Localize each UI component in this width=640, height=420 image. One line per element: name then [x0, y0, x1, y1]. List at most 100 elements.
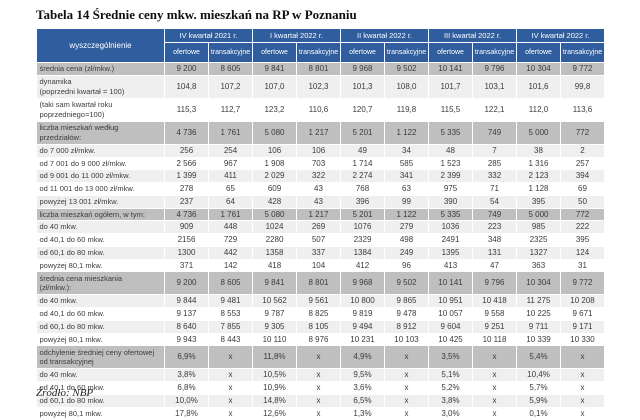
value-cell: 3,0%	[428, 407, 473, 420]
value-cell: 104,8	[164, 75, 209, 99]
value-cell: x	[296, 345, 341, 370]
value-cell: 31	[560, 259, 605, 273]
value-cell: 8 976	[296, 333, 341, 347]
value-cell: 2 123	[516, 169, 561, 183]
value-cell: x	[472, 407, 517, 420]
subheader-transakcyjne: transakcyjne	[384, 42, 429, 63]
value-cell: 10 141	[428, 62, 473, 76]
value-cell: 10 141	[428, 271, 473, 296]
value-cell: 65	[208, 182, 253, 196]
value-cell: x	[384, 368, 429, 382]
value-cell: 3,6%	[340, 381, 385, 395]
value-cell: 71	[472, 182, 517, 196]
value-cell: 6,5%	[340, 394, 385, 408]
table-row: średnia cena (zł/mkw.) 9 200 8 605 9 841 8 8…	[36, 62, 605, 76]
value-cell: 1300	[164, 246, 209, 260]
value-cell: x	[384, 407, 429, 420]
value-cell: 768	[340, 182, 385, 196]
value-cell: 1 122	[384, 121, 429, 145]
row-label: do 7 000 zł/mkw.	[36, 144, 165, 158]
value-cell: 442	[208, 246, 253, 260]
value-cell: 8 443	[208, 333, 253, 347]
value-cell: x	[384, 381, 429, 395]
value-cell: 9 865	[384, 294, 429, 308]
value-cell: 1 761	[208, 208, 253, 222]
value-cell: 54	[472, 195, 517, 209]
value-cell: 10 562	[252, 294, 297, 308]
value-cell: 2 274	[340, 169, 385, 183]
row-label: od 7 001 do 9 000 zł/mkw.	[36, 157, 165, 171]
value-cell: 1 399	[164, 169, 209, 183]
value-cell: 4 736	[164, 121, 209, 145]
table-row: od 60,1 do 80 mkw. 8 640 7 855 9 305 8 105 9 …	[36, 320, 605, 334]
table-row: do 40 mkw. 9 844 9 481 10 562 9 561 10 800 9 8…	[36, 294, 605, 308]
value-cell: 5 335	[428, 208, 473, 222]
value-cell: 285	[472, 157, 517, 171]
value-cell: 9 943	[164, 333, 209, 347]
value-cell: 9 494	[340, 320, 385, 334]
value-cell: 48	[428, 144, 473, 158]
row-label: odchylenie średniej ceny ofertowej od tr…	[36, 345, 165, 370]
row-label: do 40 mkw.	[36, 220, 165, 234]
value-cell: 112,0	[516, 98, 561, 122]
table-row: liczba mieszkań według przedziałów: 4 736…	[36, 121, 605, 145]
subheader-transakcyjne: transakcyjne	[472, 42, 517, 63]
row-label: powyżej 80,1 mkw.	[36, 259, 165, 273]
value-cell: 5,4%	[516, 345, 561, 370]
subheader-ofertowe: ofertowe	[340, 42, 385, 63]
value-cell: 418	[252, 259, 297, 273]
value-cell: 9 671	[560, 307, 605, 321]
row-label: od 9 001 do 11 000 zł/mkw.	[36, 169, 165, 183]
value-cell: x	[296, 381, 341, 395]
value-cell: 11 275	[516, 294, 561, 308]
value-cell: 5 080	[252, 121, 297, 145]
value-cell: 341	[384, 169, 429, 183]
value-cell: 108,0	[384, 75, 429, 99]
row-label: do 40 mkw.	[36, 368, 165, 382]
value-cell: 3,5%	[428, 345, 473, 370]
value-cell: 2280	[252, 233, 297, 247]
value-cell: 5 335	[428, 121, 473, 145]
value-cell: 142	[208, 259, 253, 273]
value-cell: 9 137	[164, 307, 209, 321]
value-cell: 1 128	[516, 182, 561, 196]
value-cell: 2156	[164, 233, 209, 247]
value-cell: 1358	[252, 246, 297, 260]
value-cell: 47	[472, 259, 517, 273]
value-cell: 10,5%	[252, 368, 297, 382]
table-row: odchylenie średniej ceny ofertowej od tr…	[36, 345, 605, 370]
subheader-ofertowe: ofertowe	[516, 42, 561, 63]
table-row: powyżej 13 001 zł/mkw. 237 64 428 43 396 99 390…	[36, 195, 605, 209]
value-cell: 9 968	[340, 271, 385, 296]
value-cell: 9 481	[208, 294, 253, 308]
value-cell: 115,5	[428, 98, 473, 122]
value-cell: 411	[208, 169, 253, 183]
table-header: wyszczególnienie IV kwartał 2021 r. I kw…	[36, 28, 605, 63]
value-cell: 2 566	[164, 157, 209, 171]
value-cell: 222	[560, 220, 605, 234]
subheader-ofertowe: ofertowe	[428, 42, 473, 63]
source-note: Źródło: NBP	[36, 387, 94, 399]
value-cell: 498	[384, 233, 429, 247]
value-cell: 395	[516, 195, 561, 209]
value-cell: 703	[296, 157, 341, 171]
value-cell: 2	[560, 144, 605, 158]
table-row: od 11 001 do 13 000 zł/mkw. 278 65 609 43 768…	[36, 182, 605, 196]
value-cell: 8 912	[384, 320, 429, 334]
value-cell: 34	[384, 144, 429, 158]
value-cell: 7 855	[208, 320, 253, 334]
value-cell: 729	[208, 233, 253, 247]
value-cell: 1,3%	[340, 407, 385, 420]
value-cell: 110,6	[296, 98, 341, 122]
value-cell: 332	[472, 169, 517, 183]
table-row: do 40 mkw. 3,8% x 10,5% x 9,5% x 5,1% x 10,4% x	[36, 368, 605, 382]
value-cell: 348	[472, 233, 517, 247]
value-cell: 10 951	[428, 294, 473, 308]
value-cell: 69	[560, 182, 605, 196]
value-cell: 6,9%	[164, 345, 209, 370]
value-cell: 249	[384, 246, 429, 260]
value-cell: 10 425	[428, 333, 473, 347]
value-cell: 2329	[340, 233, 385, 247]
value-cell: x	[384, 345, 429, 370]
value-cell: 119,8	[384, 98, 429, 122]
